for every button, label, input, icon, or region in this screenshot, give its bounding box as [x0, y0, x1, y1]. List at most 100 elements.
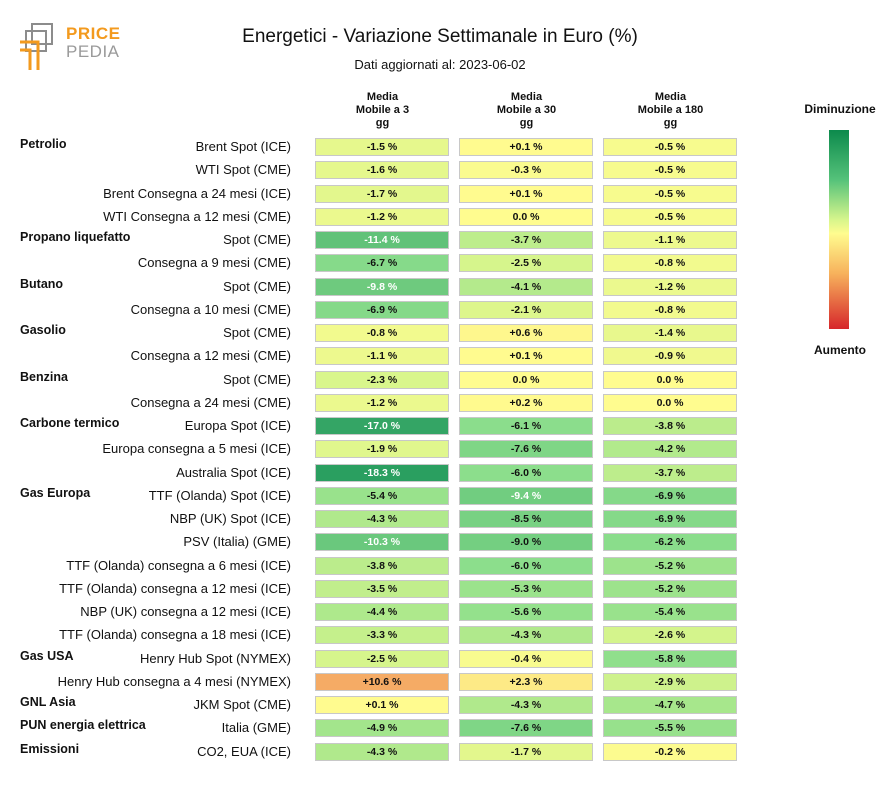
- row-label: Europa Spot (ICE): [184, 418, 291, 433]
- heatmap-cell: -3.7 %: [603, 464, 737, 482]
- heatmap-cell: -0.5 %: [603, 161, 737, 179]
- column-header-180gg: Media Mobile a 180 gg: [637, 91, 704, 129]
- logo-text-bottom: PEDIA: [66, 42, 120, 61]
- heatmap-cell: -3.8 %: [315, 557, 449, 575]
- row-label: TTF (Olanda) consegna a 18 mesi (ICE): [59, 627, 291, 642]
- category-label-gas-usa: Gas USA: [20, 649, 74, 663]
- pricepedia-logo-mark: [20, 23, 53, 70]
- heatmap-cell: -8.5 %: [459, 510, 593, 528]
- heatmap-cell: -5.4 %: [315, 487, 449, 505]
- heatmap-cell: -1.7 %: [459, 743, 593, 761]
- category-label-gnl-asia: GNL Asia: [20, 695, 76, 709]
- heatmap-cell: -5.4 %: [603, 603, 737, 621]
- heatmap-cell: -2.6 %: [603, 626, 737, 644]
- heatmap-cell: -6.0 %: [459, 464, 593, 482]
- heatmap-cell: -1.9 %: [315, 440, 449, 458]
- row-label: Consegna a 24 mesi (CME): [130, 395, 291, 410]
- row-label: Australia Spot (ICE): [176, 465, 291, 480]
- category-label-pun-energia-elettrica: PUN energia elettrica: [20, 718, 146, 732]
- heatmap-cell: -3.7 %: [459, 231, 593, 249]
- row-label: PSV (Italia) (GME): [183, 534, 291, 549]
- heatmap-cell: -1.2 %: [315, 394, 449, 412]
- row-label: TTF (Olanda) consegna a 12 mesi (ICE): [59, 581, 291, 596]
- heatmap-cell: +0.1 %: [459, 185, 593, 203]
- category-label-petrolio: Petrolio: [20, 137, 67, 151]
- heatmap-cell: +10.6 %: [315, 673, 449, 691]
- heatmap-cell: -1.7 %: [315, 185, 449, 203]
- heatmap-cell: -6.7 %: [315, 254, 449, 272]
- heatmap-cell: -6.1 %: [459, 417, 593, 435]
- chart-subtitle: Dati aggiornati al: 2023-06-02: [354, 57, 526, 72]
- heatmap-cell: -4.1 %: [459, 278, 593, 296]
- category-label-gasolio: Gasolio: [20, 323, 66, 337]
- heatmap-cell: 0.0 %: [459, 371, 593, 389]
- heatmap-cell: -0.8 %: [603, 301, 737, 319]
- heatmap-cell: -6.2 %: [603, 533, 737, 551]
- heatmap-cell: -6.9 %: [315, 301, 449, 319]
- heatmap-cell: -0.5 %: [603, 185, 737, 203]
- heatmap-cell: -6.9 %: [603, 510, 737, 528]
- category-label-emissioni: Emissioni: [20, 742, 80, 756]
- heatmap-cell: +0.6 %: [459, 324, 593, 342]
- category-label-butano: Butano: [20, 277, 64, 291]
- row-label: Consegna a 12 mesi (CME): [130, 348, 291, 363]
- row-label: WTI Consegna a 12 mesi (CME): [103, 209, 291, 224]
- row-label: Brent Consegna a 24 mesi (ICE): [103, 186, 291, 201]
- heatmap-cell: 0.0 %: [603, 394, 737, 412]
- heatmap-cell: -5.8 %: [603, 650, 737, 668]
- row-label: Consegna a 9 mesi (CME): [137, 255, 291, 270]
- heatmap-cell: -1.2 %: [315, 208, 449, 226]
- heatmap-cell: -4.2 %: [603, 440, 737, 458]
- heatmap-cell: -2.5 %: [459, 254, 593, 272]
- heatmap-cell: -0.3 %: [459, 161, 593, 179]
- heatmap-cell: -4.9 %: [315, 719, 449, 737]
- heatmap-cell: -6.0 %: [459, 557, 593, 575]
- category-label-carbone-termico: Carbone termico: [20, 416, 120, 430]
- logo-text-top: PRICE: [66, 24, 121, 43]
- category-label-benzina: Benzina: [20, 370, 68, 384]
- heatmap-cell: -1.1 %: [603, 231, 737, 249]
- row-label: TTF (Olanda) Spot (ICE): [148, 488, 291, 503]
- heatmap-cell: -0.9 %: [603, 347, 737, 365]
- heatmap-cell: +0.1 %: [459, 138, 593, 156]
- column-header-30gg: Media Mobile a 30 gg: [496, 91, 557, 129]
- heatmap-cell: -5.2 %: [603, 557, 737, 575]
- heatmap-cell: -3.8 %: [603, 417, 737, 435]
- heatmap-cell: -9.0 %: [459, 533, 593, 551]
- heatmap-cell: -1.6 %: [315, 161, 449, 179]
- heatmap-cell: -1.1 %: [315, 347, 449, 365]
- heatmap-cell: -0.5 %: [603, 138, 737, 156]
- heatmap-cell: -0.8 %: [315, 324, 449, 342]
- heatmap-cell: +2.3 %: [459, 673, 593, 691]
- legend-bottom-label: Aumento: [814, 343, 866, 357]
- heatmap-cell: 0.0 %: [603, 371, 737, 389]
- heatmap-cell: -4.3 %: [315, 510, 449, 528]
- legend-color-bar: [829, 130, 849, 329]
- heatmap-cell: -0.4 %: [459, 650, 593, 668]
- heatmap-cell: -10.3 %: [315, 533, 449, 551]
- row-label: Spot (CME): [223, 325, 291, 340]
- column-header-3gg: Media Mobile a 3 gg: [355, 91, 410, 129]
- row-label: Spot (CME): [223, 232, 291, 247]
- heatmap-cell: -5.2 %: [603, 580, 737, 598]
- heatmap-cell: -2.1 %: [459, 301, 593, 319]
- heatmap-cell: -1.5 %: [315, 138, 449, 156]
- row-label: WTI Spot (CME): [195, 162, 291, 177]
- legend-top-label: Diminuzione: [804, 102, 876, 116]
- heatmap-cell: -0.5 %: [603, 208, 737, 226]
- heatmap-cell: -0.2 %: [603, 743, 737, 761]
- row-label: Brent Spot (ICE): [195, 139, 291, 154]
- heatmap-cell: -7.6 %: [459, 440, 593, 458]
- heatmap-cell: -4.3 %: [459, 696, 593, 714]
- heatmap-cell: +0.1 %: [315, 696, 449, 714]
- category-label-gas-europa: Gas Europa: [20, 486, 91, 500]
- heatmap-cell: -6.9 %: [603, 487, 737, 505]
- row-label: NBP (UK) consegna a 12 mesi (ICE): [80, 604, 291, 619]
- row-label: TTF (Olanda) consegna a 6 mesi (ICE): [66, 558, 291, 573]
- row-label: Henry Hub consegna a 4 mesi (NYMEX): [57, 674, 291, 689]
- heatmap-cell: -5.6 %: [459, 603, 593, 621]
- heatmap-cell: -7.6 %: [459, 719, 593, 737]
- heatmap-cell: -3.3 %: [315, 626, 449, 644]
- heatmap-cell: -4.3 %: [315, 743, 449, 761]
